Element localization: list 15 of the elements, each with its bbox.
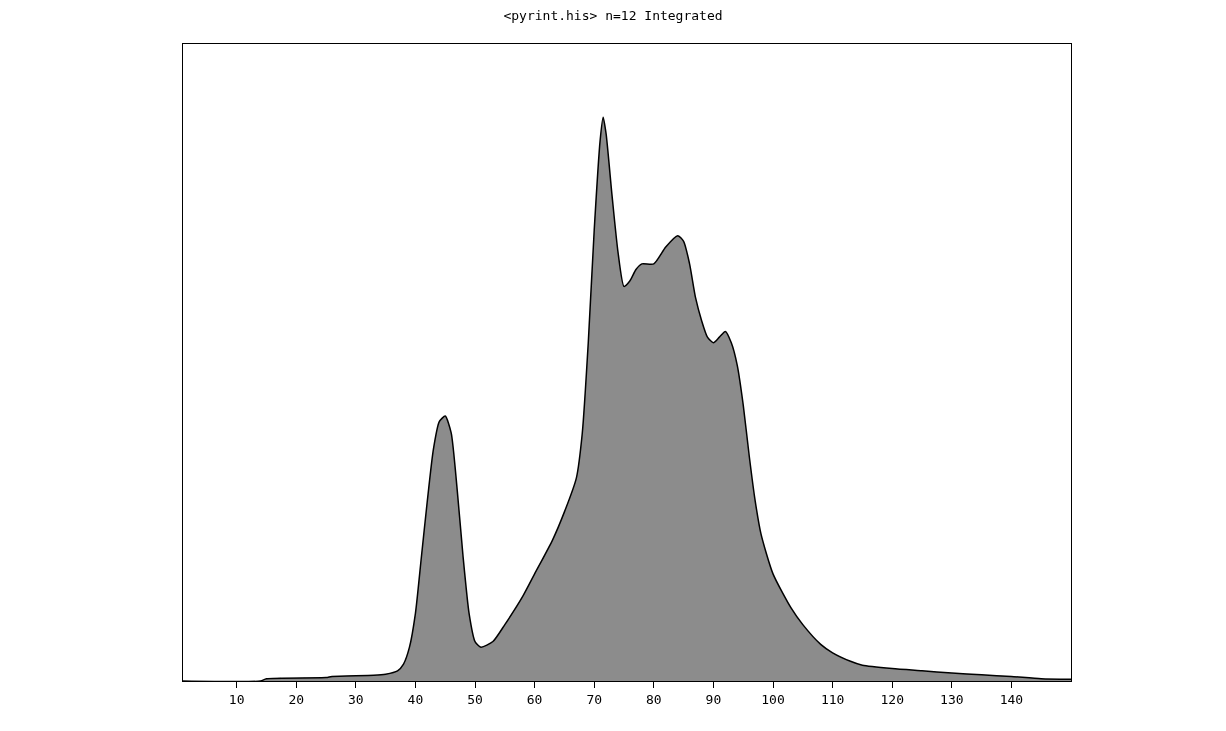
x-tick-label: 100 <box>761 691 785 707</box>
x-tick-label: 110 <box>820 691 845 707</box>
chart-title: <pyrint.his> n=12 Integrated <box>503 8 723 24</box>
x-tick-label: 30 <box>348 691 364 707</box>
x-tick-label: 50 <box>467 691 483 707</box>
x-tick-label: 80 <box>645 691 662 707</box>
x-tick-label: 70 <box>586 691 603 707</box>
x-tick-label: 10 <box>228 691 245 707</box>
x-tick-label: 120 <box>880 691 904 707</box>
x-tick-label: 140 <box>999 691 1024 707</box>
x-tick-label: 90 <box>705 691 722 707</box>
x-tick-label: 60 <box>526 691 543 707</box>
x-tick-label: 20 <box>288 691 305 707</box>
x-tick-label: 40 <box>407 691 424 707</box>
x-tick-label: 130 <box>940 691 964 707</box>
